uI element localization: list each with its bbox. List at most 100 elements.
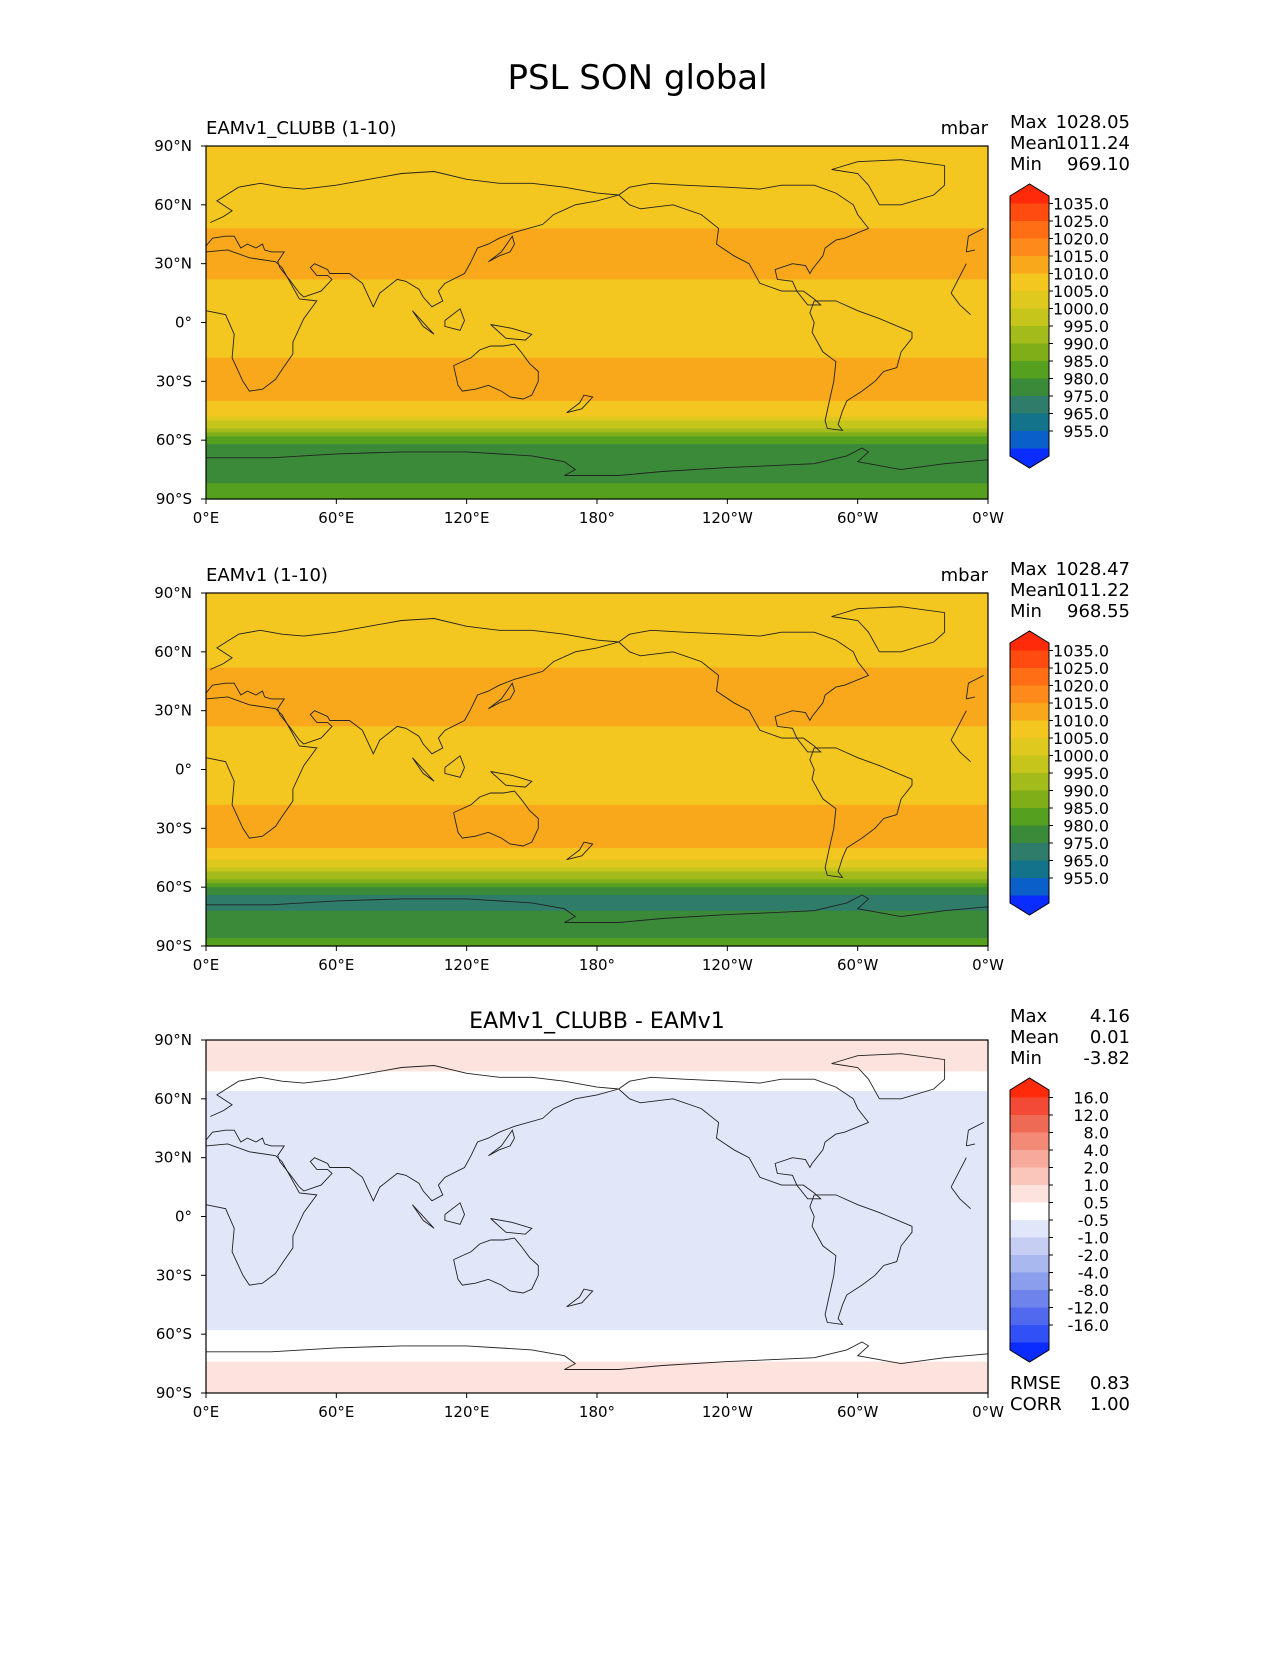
colorbar-label: 955.0 — [1063, 422, 1109, 441]
field-band — [206, 275, 988, 280]
colorbar-segment — [1010, 1307, 1049, 1326]
colorbar-label: 1000.0 — [1053, 300, 1109, 319]
colorbar-segment — [1010, 1202, 1049, 1221]
field-band — [206, 240, 988, 245]
field-band — [206, 753, 988, 759]
x-tick-label: 120°E — [444, 1403, 490, 1421]
field-band — [206, 400, 988, 406]
field-band — [206, 761, 988, 767]
field-band — [206, 1059, 988, 1065]
coastline — [412, 310, 435, 335]
stat-rmse-value: 0.83 — [1090, 1373, 1130, 1394]
field-band — [206, 1228, 988, 1233]
colorbar-segment — [1010, 1272, 1049, 1291]
field-band — [206, 1373, 988, 1378]
x-tick-label: 0°E — [193, 956, 220, 974]
field-band — [206, 773, 988, 778]
x-tick-label: 60°E — [318, 1403, 354, 1421]
field-band — [206, 1389, 988, 1394]
stat-min-label: Min — [1010, 154, 1042, 175]
field-band — [206, 1298, 988, 1304]
field-band — [206, 824, 988, 829]
field-difference — [206, 1040, 988, 1394]
y-tick-label: 0° — [175, 761, 192, 779]
field-band — [206, 208, 988, 214]
field-band — [206, 1169, 988, 1174]
y-tick-label: 30°S — [156, 372, 192, 390]
field-band — [206, 675, 988, 680]
field-band — [206, 1263, 988, 1269]
panel-title-left: EAMv1 (1-10) — [206, 565, 328, 586]
field-band — [206, 895, 988, 900]
field-band — [206, 608, 988, 614]
colorbar-segment — [1010, 291, 1049, 309]
y-tick-label: 30°N — [154, 1149, 192, 1167]
field-band — [206, 647, 988, 653]
field-band — [206, 1291, 988, 1296]
field-band — [206, 181, 988, 186]
field-band — [206, 867, 988, 873]
field-band — [206, 1353, 988, 1359]
colorbar-segment — [1010, 720, 1049, 739]
colorbar-label: 975.0 — [1063, 387, 1109, 406]
field-band — [206, 212, 988, 218]
field-band — [206, 1208, 988, 1214]
colorbar-segment — [1010, 703, 1049, 721]
field-band — [206, 859, 988, 865]
field-band — [206, 930, 988, 935]
field-band — [206, 651, 988, 657]
field-band — [206, 1365, 988, 1371]
field-band — [206, 694, 988, 700]
field-band — [206, 1279, 988, 1284]
stat-max-value: 1028.05 — [1056, 112, 1130, 133]
stat-rmse-label: RMSE — [1010, 1373, 1061, 1394]
field-band — [206, 283, 988, 288]
field-band — [206, 232, 988, 237]
field-band — [206, 318, 988, 324]
field-band — [206, 302, 988, 308]
field-band — [206, 444, 988, 449]
field-band — [206, 757, 988, 763]
field-band — [206, 855, 988, 861]
colorbar-segment — [1010, 668, 1049, 686]
field-band — [206, 161, 988, 167]
field-band — [206, 1177, 988, 1182]
stat-min-value: 969.10 — [1067, 154, 1130, 175]
coastline — [205, 171, 984, 308]
coastline — [809, 300, 913, 431]
colorbar-label: 995.0 — [1063, 317, 1109, 336]
colorbar-segment — [1010, 361, 1049, 379]
field-band — [206, 1110, 988, 1116]
field-band — [206, 349, 988, 355]
coastline — [444, 308, 465, 331]
colorbar-label: 985.0 — [1063, 799, 1109, 818]
field-band — [206, 1240, 988, 1245]
colorbar-segment — [1010, 1342, 1049, 1362]
colorbar-segment — [1010, 184, 1049, 204]
coastline — [206, 1341, 988, 1370]
field-band — [206, 1271, 988, 1276]
field-band — [206, 1157, 988, 1163]
field-band — [206, 455, 988, 461]
coastline — [566, 394, 594, 414]
field-band — [206, 1087, 988, 1092]
field-band — [206, 287, 988, 292]
colorbar-label: -4.0 — [1078, 1264, 1109, 1283]
field-band — [206, 404, 988, 410]
colorbar-label: -0.5 — [1078, 1211, 1109, 1230]
stat-mean-label: Mean — [1010, 580, 1059, 601]
field-band — [206, 836, 988, 841]
field-band — [206, 620, 988, 625]
field-band — [206, 891, 988, 896]
field-band — [206, 1275, 988, 1280]
field-band — [206, 1071, 988, 1076]
field-band — [206, 279, 988, 284]
stat-mean-label: Mean — [1010, 1027, 1059, 1048]
colorbar-segment — [1010, 448, 1049, 468]
colorbar-label: 8.0 — [1084, 1124, 1109, 1143]
field-band — [206, 1334, 988, 1339]
field-band — [206, 373, 988, 379]
field-band — [206, 467, 988, 473]
coastline — [205, 618, 984, 755]
field-band — [206, 451, 988, 457]
